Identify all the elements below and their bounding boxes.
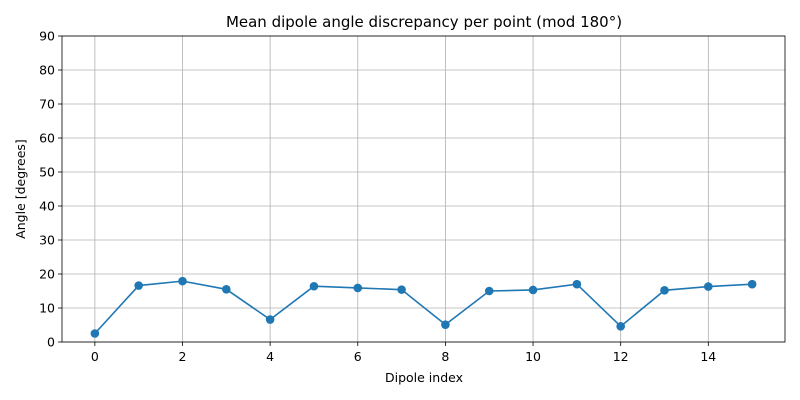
data-point xyxy=(747,279,757,289)
x-tick-label: 12 xyxy=(613,349,629,364)
x-tick-label: 14 xyxy=(700,349,716,364)
y-axis-label: Angle [degrees] xyxy=(13,139,28,239)
data-point xyxy=(178,276,187,286)
data-point xyxy=(441,320,450,329)
y-tick-label: 90 xyxy=(39,29,55,44)
data-point xyxy=(704,282,713,291)
data-point xyxy=(265,315,275,324)
x-tick-label: 4 xyxy=(266,349,274,364)
y-tick-label: 60 xyxy=(39,131,55,146)
y-tick-label: 50 xyxy=(39,165,55,180)
y-tick-label: 20 xyxy=(39,267,55,282)
data-point xyxy=(572,279,582,289)
y-tick-label: 40 xyxy=(39,199,55,214)
ticks: 0 2 4 6 8 10 12 14 0 10 20 30 40 50 60 70 80 90 xyxy=(39,29,716,365)
x-axis-label: Dipole index xyxy=(385,370,463,385)
x-tick-label: 8 xyxy=(441,349,449,364)
y-tick-label: 10 xyxy=(39,301,55,316)
data-point xyxy=(222,285,231,294)
data-point xyxy=(353,283,363,293)
data-point xyxy=(309,281,319,291)
data-series xyxy=(90,276,757,338)
data-point xyxy=(528,285,538,295)
data-point xyxy=(90,329,100,338)
axes xyxy=(61,35,786,343)
series-line xyxy=(94,280,753,335)
grid-lines xyxy=(62,35,785,343)
x-tick-label: 2 xyxy=(179,349,187,364)
data-point xyxy=(397,285,406,294)
y-tick-label: 0 xyxy=(47,335,55,350)
data-point xyxy=(616,322,625,331)
chart-title: Mean dipole angle discrepancy per point … xyxy=(226,13,622,31)
y-tick-label: 80 xyxy=(39,63,55,78)
y-tick-label: 70 xyxy=(39,97,55,112)
x-tick-label: 6 xyxy=(354,349,362,364)
plot-frame xyxy=(61,35,786,343)
x-tick-label: 0 xyxy=(91,349,99,364)
data-point xyxy=(660,286,669,295)
y-tick-label: 30 xyxy=(39,233,55,248)
data-point xyxy=(484,286,494,296)
x-tick-label: 10 xyxy=(525,349,541,364)
data-point xyxy=(134,281,143,290)
